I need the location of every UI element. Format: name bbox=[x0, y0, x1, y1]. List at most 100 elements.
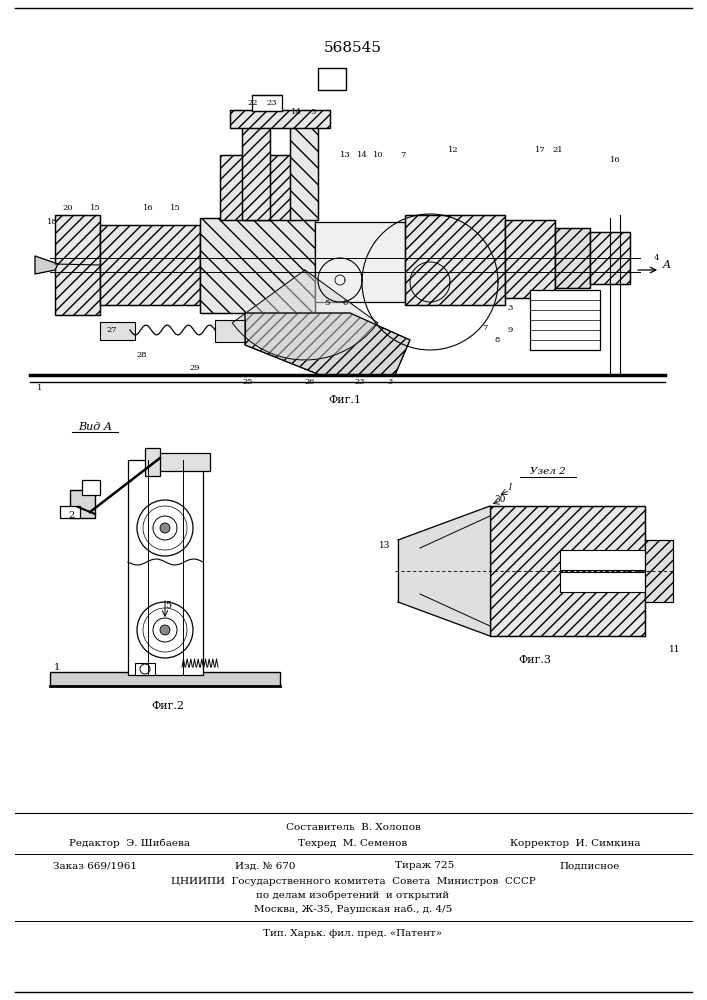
Text: Фиг.3: Фиг.3 bbox=[518, 655, 551, 665]
Text: 20: 20 bbox=[63, 204, 74, 212]
Text: Подписное: Подписное bbox=[560, 861, 620, 870]
Text: 10: 10 bbox=[373, 151, 383, 159]
Text: Редактор  Э. Шибаева: Редактор Э. Шибаева bbox=[69, 838, 190, 848]
Text: Фиг.2: Фиг.2 bbox=[151, 701, 185, 711]
Bar bbox=[145, 448, 160, 476]
Text: 28: 28 bbox=[136, 351, 147, 359]
Text: 568545: 568545 bbox=[324, 41, 382, 55]
Bar bbox=[555, 228, 590, 288]
Bar bbox=[645, 540, 673, 602]
Text: 17: 17 bbox=[534, 146, 545, 154]
Bar bbox=[530, 290, 600, 350]
Text: 3: 3 bbox=[387, 378, 392, 386]
Text: 15: 15 bbox=[170, 204, 180, 212]
Text: 14: 14 bbox=[291, 108, 301, 116]
Bar bbox=[505, 220, 555, 298]
Text: Фиг.1: Фиг.1 bbox=[329, 395, 361, 405]
Text: Изд. № 670: Изд. № 670 bbox=[235, 861, 296, 870]
Text: Тип. Харьк. фил. пред. «Патент»: Тип. Харьк. фил. пред. «Патент» bbox=[264, 930, 443, 938]
Bar bbox=[505, 220, 555, 298]
Text: 5: 5 bbox=[165, 600, 171, 609]
Text: 23: 23 bbox=[267, 99, 277, 107]
Bar bbox=[70, 490, 95, 518]
Bar bbox=[60, 506, 80, 518]
Bar bbox=[135, 663, 155, 675]
Bar bbox=[230, 110, 330, 128]
Bar bbox=[200, 218, 315, 313]
Text: 13: 13 bbox=[339, 151, 351, 159]
Text: 4: 4 bbox=[653, 254, 659, 262]
Polygon shape bbox=[232, 270, 378, 360]
Bar bbox=[555, 228, 590, 288]
Text: Москва, Ж-35, Раушская наб., д. 4/5: Москва, Ж-35, Раушская наб., д. 4/5 bbox=[254, 904, 452, 914]
Text: 12: 12 bbox=[448, 146, 458, 154]
Text: 5: 5 bbox=[310, 108, 316, 116]
Bar bbox=[55, 215, 100, 315]
Text: A: A bbox=[663, 260, 671, 270]
Text: Тираж 725: Тираж 725 bbox=[395, 861, 455, 870]
Text: l: l bbox=[508, 483, 512, 491]
Bar bbox=[100, 225, 200, 305]
Bar bbox=[220, 155, 295, 220]
Bar bbox=[100, 322, 135, 340]
Bar bbox=[128, 460, 203, 675]
Text: 23: 23 bbox=[355, 378, 366, 386]
Text: 7: 7 bbox=[400, 151, 406, 159]
Bar bbox=[242, 120, 270, 220]
Bar bbox=[590, 232, 630, 284]
Bar bbox=[318, 68, 346, 90]
Bar bbox=[290, 120, 318, 220]
Bar bbox=[405, 215, 505, 305]
Polygon shape bbox=[35, 256, 58, 274]
Text: 9: 9 bbox=[508, 326, 513, 334]
Bar bbox=[200, 218, 315, 313]
Text: Техред  М. Семенов: Техред М. Семенов bbox=[298, 838, 408, 848]
Text: Составитель  В. Холопов: Составитель В. Холопов bbox=[286, 822, 421, 832]
Bar bbox=[155, 453, 210, 471]
Text: 1: 1 bbox=[54, 664, 60, 672]
Bar bbox=[315, 222, 405, 302]
Text: 18: 18 bbox=[47, 218, 57, 226]
Text: 2: 2 bbox=[69, 510, 75, 520]
Text: 27: 27 bbox=[107, 326, 117, 334]
Text: 14: 14 bbox=[356, 151, 368, 159]
Bar bbox=[490, 506, 645, 636]
Text: 11: 11 bbox=[670, 646, 681, 654]
Text: Заказ 669/1961: Заказ 669/1961 bbox=[53, 861, 137, 870]
Text: Вид А: Вид А bbox=[78, 422, 112, 432]
Text: 29: 29 bbox=[189, 364, 200, 372]
Circle shape bbox=[160, 625, 170, 635]
Bar bbox=[252, 95, 282, 111]
Bar bbox=[242, 120, 270, 220]
Text: 1: 1 bbox=[37, 384, 42, 392]
Bar bbox=[560, 550, 645, 570]
Bar bbox=[55, 215, 100, 315]
Bar bbox=[560, 572, 645, 592]
Text: ЦНИИПИ  Государственного комитета  Совета  Министров  СССР: ЦНИИПИ Государственного комитета Совета … bbox=[170, 876, 535, 886]
Bar bbox=[100, 225, 200, 305]
Bar bbox=[230, 110, 330, 128]
Circle shape bbox=[160, 523, 170, 533]
Text: Узел 2: Узел 2 bbox=[530, 468, 566, 477]
Text: 13: 13 bbox=[380, 540, 391, 550]
Bar bbox=[645, 540, 673, 602]
Text: 5: 5 bbox=[325, 299, 329, 307]
Bar bbox=[405, 215, 505, 305]
Bar bbox=[220, 155, 295, 220]
Text: по делам изобретений  и открытий: по делам изобретений и открытий bbox=[257, 890, 450, 900]
Text: 21: 21 bbox=[553, 146, 563, 154]
Text: 7: 7 bbox=[482, 324, 488, 332]
Polygon shape bbox=[398, 506, 490, 636]
Bar bbox=[590, 232, 630, 284]
Bar bbox=[82, 480, 100, 495]
Polygon shape bbox=[245, 313, 410, 375]
Text: 16: 16 bbox=[609, 156, 620, 164]
Text: 15: 15 bbox=[90, 204, 100, 212]
Text: Корректор  И. Симкина: Корректор И. Симкина bbox=[510, 838, 641, 848]
Text: 22: 22 bbox=[247, 99, 258, 107]
Text: 8: 8 bbox=[494, 336, 500, 344]
Text: 6: 6 bbox=[342, 299, 348, 307]
Text: 30: 30 bbox=[494, 494, 506, 504]
Text: 26: 26 bbox=[305, 378, 315, 386]
Text: 3: 3 bbox=[508, 304, 513, 312]
